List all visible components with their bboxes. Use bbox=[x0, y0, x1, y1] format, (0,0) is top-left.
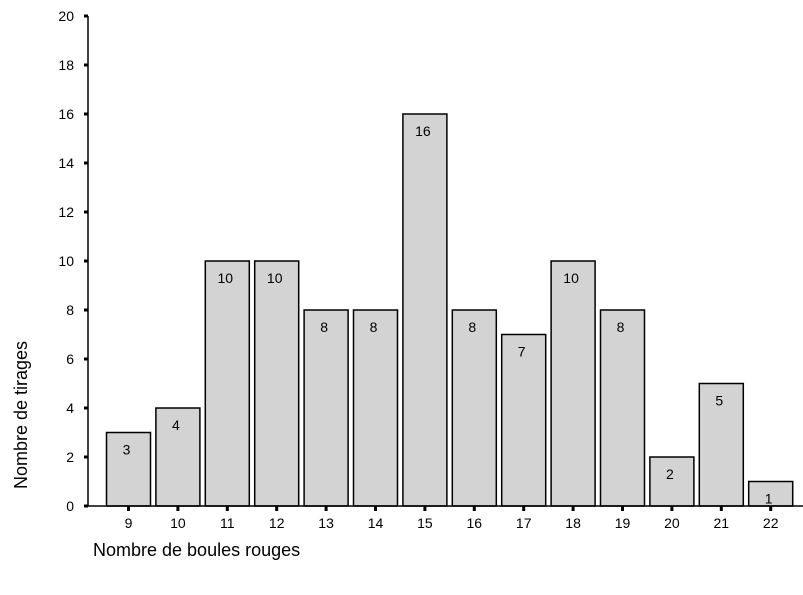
x-tick-label-9: 9 bbox=[125, 515, 133, 531]
x-tick-label-11: 11 bbox=[220, 515, 235, 531]
x-tick-label-20: 20 bbox=[664, 515, 680, 531]
bar-17 bbox=[500, 333, 547, 507]
x-axis: 9 10 11 12 13 14 15 16 17 18 19 20 21 22 bbox=[88, 505, 803, 531]
x-tick-label-21: 21 bbox=[714, 515, 730, 531]
bar-11 bbox=[204, 260, 251, 507]
bar-16 bbox=[451, 309, 498, 507]
data-label-16: 8 bbox=[468, 319, 476, 335]
y-tick-label: 6 bbox=[66, 351, 74, 367]
y-tick-label: 16 bbox=[58, 106, 74, 122]
bar-21 bbox=[698, 382, 745, 507]
data-label-17: 7 bbox=[518, 344, 526, 360]
y-tick-label: 12 bbox=[58, 204, 74, 220]
y-axis-title: Nombre de tirages bbox=[11, 341, 31, 489]
y-tick-label: 8 bbox=[66, 302, 74, 318]
y-tick-label: 18 bbox=[58, 57, 74, 73]
data-label-12: 10 bbox=[267, 270, 283, 286]
data-label-15: 16 bbox=[415, 123, 431, 139]
data-label-18: 10 bbox=[563, 270, 579, 286]
data-label-9: 3 bbox=[123, 442, 131, 458]
data-label-10: 4 bbox=[172, 417, 180, 433]
x-tick-label-10: 10 bbox=[170, 515, 186, 531]
bar-15 bbox=[402, 113, 448, 507]
y-tick-label: 4 bbox=[66, 400, 74, 416]
data-label-20: 2 bbox=[666, 466, 674, 482]
x-axis-title: Nombre de boules rouges bbox=[93, 540, 300, 560]
y-tick-label: 2 bbox=[66, 449, 74, 465]
x-tick-label-22: 22 bbox=[763, 515, 779, 531]
x-tick-label-19: 19 bbox=[615, 515, 631, 531]
data-label-13: 8 bbox=[320, 319, 328, 335]
bar-9 bbox=[105, 431, 152, 507]
plot-area: 3 4 10 10 8 8 16 8 7 10 8 2 5 1 bbox=[105, 113, 794, 507]
x-tick-label-18: 18 bbox=[565, 515, 581, 531]
y-tick-label: 14 bbox=[58, 155, 74, 171]
bar-18 bbox=[550, 260, 596, 507]
bar-19 bbox=[599, 309, 646, 507]
x-tick-label-17: 17 bbox=[516, 515, 532, 531]
data-label-19: 8 bbox=[617, 319, 625, 335]
x-tick-label-16: 16 bbox=[467, 515, 483, 531]
x-tick-label-15: 15 bbox=[417, 515, 433, 531]
y-tick-label: 20 bbox=[58, 8, 74, 24]
data-label-11: 10 bbox=[218, 270, 234, 286]
x-tick-label-12: 12 bbox=[269, 515, 285, 531]
y-tick-label: 10 bbox=[58, 253, 74, 269]
x-tick-label-14: 14 bbox=[368, 515, 384, 531]
bar-13 bbox=[303, 309, 349, 507]
y-axis: 0 2 4 6 8 10 12 14 16 18 20 bbox=[58, 8, 89, 514]
data-label-14: 8 bbox=[370, 319, 378, 335]
y-tick-label: 0 bbox=[66, 498, 74, 514]
bar-14 bbox=[352, 309, 399, 507]
bar-10 bbox=[155, 407, 201, 507]
data-label-21: 5 bbox=[715, 393, 723, 409]
bar-12 bbox=[253, 260, 300, 507]
data-label-22: 1 bbox=[765, 491, 773, 507]
x-tick-label-13: 13 bbox=[318, 515, 334, 531]
